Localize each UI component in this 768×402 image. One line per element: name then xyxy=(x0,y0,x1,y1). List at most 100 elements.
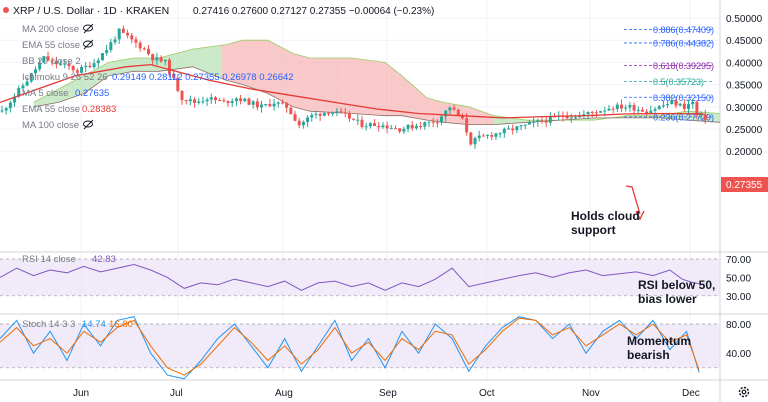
cloud-segment xyxy=(313,57,319,112)
candle-body xyxy=(440,116,444,123)
cloud-segment xyxy=(83,73,88,94)
cloud-segment xyxy=(217,45,222,79)
cloud-segment xyxy=(297,54,302,110)
cloud-segment xyxy=(355,58,360,115)
cloud-segment xyxy=(238,40,243,85)
legend-ma5[interactable]: MA 5 close xyxy=(22,88,68,99)
y-tick-label: 0.35000 xyxy=(726,81,763,92)
y-tick-label: 0.25000 xyxy=(726,125,763,136)
gear-icon[interactable] xyxy=(738,386,750,398)
candle-body xyxy=(218,99,222,101)
cloud-segment xyxy=(640,115,645,118)
cloud-segment xyxy=(62,84,67,101)
candle-body xyxy=(431,121,435,123)
legend-ema55[interactable]: EMA 55 close xyxy=(22,40,80,51)
candle-body xyxy=(134,39,138,43)
candle-body xyxy=(84,65,88,68)
cloud-segment xyxy=(138,57,143,72)
candle-body xyxy=(121,28,125,33)
candle-body xyxy=(452,107,456,110)
stoch-tick-label: 40.00 xyxy=(726,349,751,360)
fib-label: 0.618(0.39295) xyxy=(653,61,714,71)
candle-body xyxy=(653,109,657,111)
cloud-segment xyxy=(205,46,210,74)
cloud-segment xyxy=(636,115,641,118)
cloud-segment xyxy=(209,46,214,76)
legend-ema55b[interactable]: EMA 55 close xyxy=(22,104,80,115)
candle-body xyxy=(33,69,37,74)
eye-hidden-icon[interactable] xyxy=(83,119,94,130)
candle-body xyxy=(678,103,682,106)
cloud-segment xyxy=(673,112,679,120)
fibonacci-levels: 0.886(0.47409) 0.786(0.44382) 0.618(0.3929… xyxy=(624,25,714,122)
rsi-tick-label: 70.00 xyxy=(726,255,751,266)
cloud-segment xyxy=(715,113,720,123)
cloud-segment xyxy=(360,59,365,115)
candle-body xyxy=(126,32,130,36)
cloud-segment xyxy=(385,62,390,116)
candle-body xyxy=(498,133,502,135)
x-tick-label: Nov xyxy=(582,388,600,399)
cloud-segment xyxy=(347,57,352,114)
cloud-segment xyxy=(196,47,201,71)
cloud-segment xyxy=(418,90,423,120)
cloud-segment xyxy=(246,40,252,88)
eye-hidden-icon[interactable] xyxy=(83,23,94,34)
candle-body xyxy=(444,110,448,117)
legend-ma200[interactable]: MA 200 close xyxy=(22,24,79,35)
y-tick-label: 0.45000 xyxy=(726,36,763,47)
svg-text:RSI below 50,bias lower: RSI below 50, bias lower xyxy=(638,278,715,306)
candle-body xyxy=(130,35,134,40)
stoch-note-line1: Momentum xyxy=(627,334,691,348)
candle-body xyxy=(222,100,226,102)
legend-bb20[interactable]: BB 20 close 2 xyxy=(22,56,81,67)
cloud-segment xyxy=(108,61,114,76)
candle-body xyxy=(264,104,268,106)
candle-body xyxy=(247,98,251,105)
eye-hidden-icon[interactable] xyxy=(83,39,94,50)
cloud-segment xyxy=(79,75,84,95)
cloud-segment xyxy=(422,94,427,121)
candle-body xyxy=(92,63,96,68)
candle-body xyxy=(494,133,498,137)
candle-body xyxy=(649,110,653,114)
cloud-segment xyxy=(339,57,344,114)
candle-body xyxy=(594,112,598,114)
cloud-segment xyxy=(230,42,235,83)
cloud-segment xyxy=(435,100,440,122)
stoch-annotation: Momentum bearish xyxy=(627,334,691,362)
indicator-legend[interactable]: MA 200 close EMA 55 close BB 20 close 2 … xyxy=(22,24,294,131)
fib-label: 0.886(0.47409) xyxy=(653,25,714,35)
candle-body xyxy=(142,48,146,50)
candle-body xyxy=(50,60,54,62)
cloud-segment xyxy=(284,49,289,105)
candle-body xyxy=(691,101,695,105)
candle-body xyxy=(29,73,33,82)
rsi-line xyxy=(0,263,700,291)
ema-line xyxy=(0,63,704,119)
candle-body xyxy=(620,104,624,109)
y-tick-label: 0.20000 xyxy=(726,147,763,158)
candle-body xyxy=(209,97,213,100)
rsi-label[interactable]: RSI 14 close xyxy=(22,254,76,265)
stoch-label[interactable]: Stoch 14 3 3 xyxy=(22,319,75,330)
rsi-note-line2: bias lower xyxy=(638,292,697,306)
candle-body xyxy=(448,107,452,111)
candle-body xyxy=(398,128,402,132)
cloud-segment xyxy=(175,52,180,70)
candle-body xyxy=(167,59,171,74)
candle-body xyxy=(490,135,494,137)
candle-body xyxy=(607,108,611,111)
cloud-segment xyxy=(401,75,407,117)
candle-body xyxy=(569,117,573,119)
candle-body xyxy=(306,117,310,122)
candle-body xyxy=(410,124,414,129)
legend-ichimoku[interactable]: Ichimoku 9 26 52 26 xyxy=(22,72,108,83)
candle-body xyxy=(548,116,552,123)
fib-label: 0.382(0.32150) xyxy=(653,93,714,103)
candle-body xyxy=(586,112,590,115)
legend-ma100[interactable]: MA 100 close xyxy=(22,120,79,131)
candle-body xyxy=(188,99,192,102)
candle-body xyxy=(703,114,707,120)
cloud-span-a xyxy=(33,39,721,121)
